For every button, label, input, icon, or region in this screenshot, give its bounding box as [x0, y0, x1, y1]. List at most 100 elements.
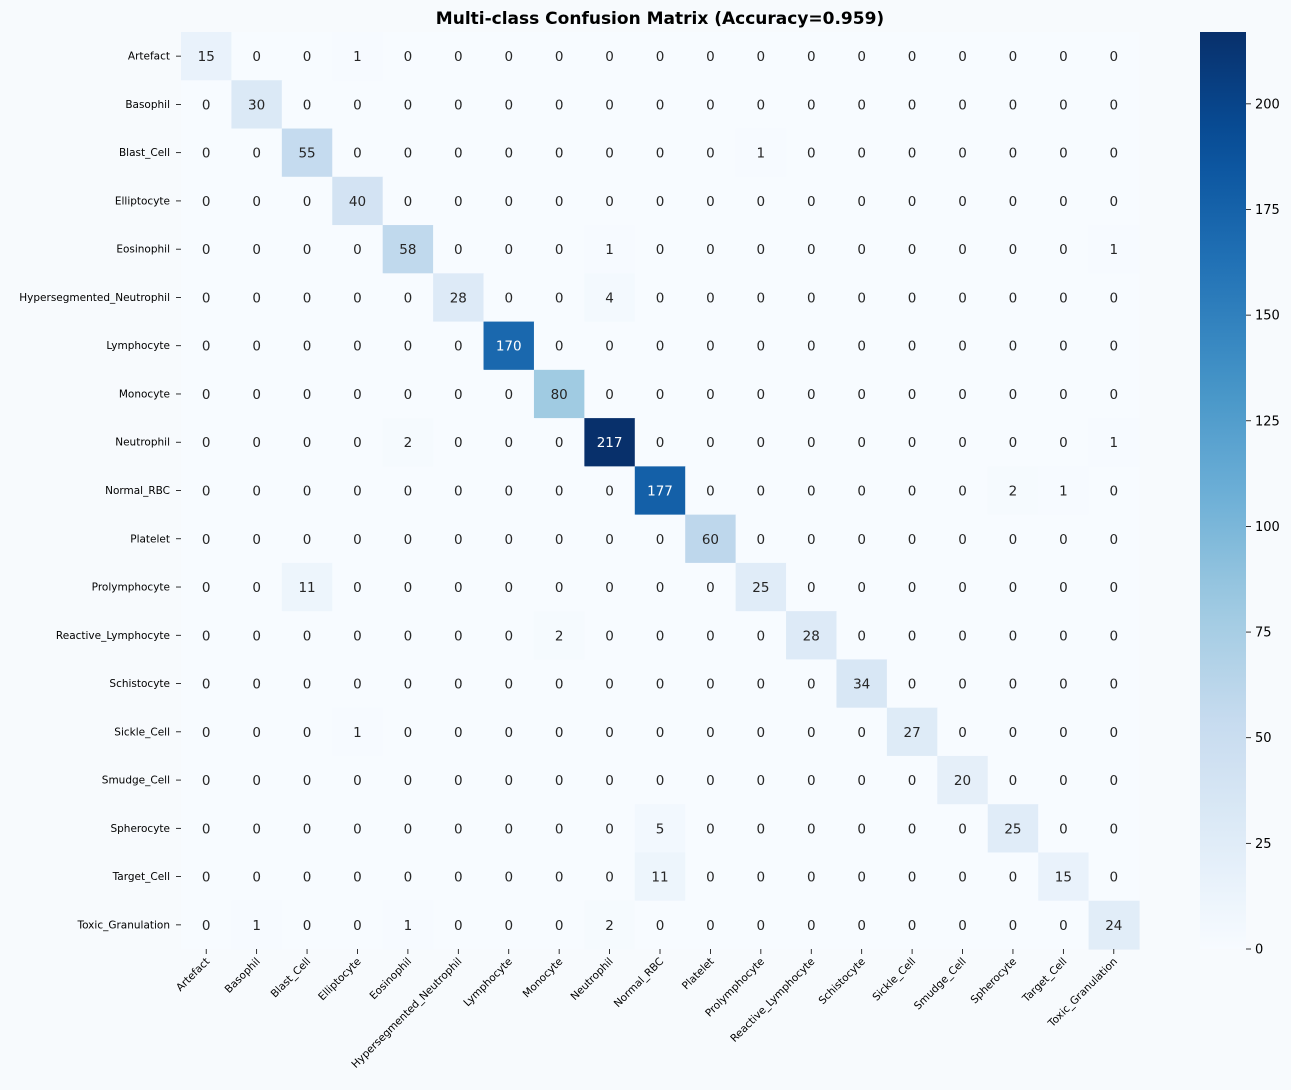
heatmap-cell	[735, 562, 787, 612]
heatmap-cell	[685, 514, 737, 564]
cell-value-label: 0	[1109, 628, 1118, 644]
heatmap-cell	[735, 466, 787, 516]
heatmap-cell	[181, 176, 233, 226]
heatmap-cell	[987, 562, 1039, 612]
heatmap-cell	[886, 128, 938, 178]
heatmap-cell	[584, 900, 636, 950]
cell-value-label: 2	[555, 628, 564, 644]
heatmap-cell	[987, 32, 1039, 81]
cell-value-label: 0	[202, 821, 211, 837]
cell-value-label: 0	[605, 532, 614, 548]
cell-value-label: 0	[404, 580, 413, 596]
cell-value-label: 0	[1109, 97, 1118, 113]
heatmap-cell	[786, 852, 838, 902]
heatmap-cell	[937, 852, 989, 902]
cell-value-label: 0	[555, 290, 564, 306]
cell-value-label: 0	[1109, 387, 1118, 403]
cell-value-label: 30	[248, 97, 265, 113]
cell-value-label: 0	[605, 49, 614, 65]
cell-value-label: 0	[1109, 725, 1118, 741]
heatmap-grid: 15 0 0 1 0 0 0 0 0 0 0 0 0 0 0 0 0 0 0 0 30 0 0 0 0 0 0 0 0 0 0 0 0 0 0 0 0 0…	[181, 32, 1140, 950]
heatmap-cell	[181, 659, 233, 709]
heatmap-cell	[786, 176, 838, 226]
cell-value-label: 0	[656, 194, 665, 210]
heatmap-cell	[735, 707, 787, 757]
heatmap-cell	[1038, 80, 1090, 130]
heatmap-cell	[836, 804, 888, 854]
heatmap-cell	[987, 225, 1039, 274]
cell-value-label: 0	[908, 290, 917, 306]
heatmap-cell	[1038, 273, 1090, 323]
cell-value-label: 0	[605, 677, 614, 693]
cell-value-label: 0	[706, 773, 715, 789]
cell-value-label: 0	[757, 918, 766, 934]
heatmap-cell	[584, 466, 636, 516]
heatmap-cell	[181, 900, 233, 950]
cell-value-label: 0	[353, 435, 362, 451]
y-axis: Artefact Basophil Blast_Cell Elliptocyte Eos…	[19, 51, 181, 931]
cell-value-label: 0	[404, 725, 413, 741]
cell-value-label: 0	[202, 725, 211, 741]
cell-value-label: 25	[1004, 821, 1021, 837]
cell-value-label: 0	[1109, 484, 1118, 500]
cell-value-label: 0	[202, 194, 211, 210]
cell-value-label: 0	[1109, 773, 1118, 789]
heatmap-cell	[836, 514, 888, 564]
cell-value-label: 0	[807, 918, 816, 934]
heatmap-cell	[382, 225, 434, 274]
heatmap-cell	[735, 514, 787, 564]
cell-value-label: 0	[908, 194, 917, 210]
heatmap-cell	[786, 225, 838, 274]
cell-value-label: 0	[202, 242, 211, 258]
heatmap-cell	[1038, 321, 1090, 371]
heatmap-cell	[937, 176, 989, 226]
heatmap-cell	[735, 176, 787, 226]
cell-value-label: 0	[1009, 242, 1018, 258]
heatmap-cell	[937, 707, 989, 757]
heatmap-cell	[786, 611, 838, 661]
colorbar-tick-label: 150	[1255, 309, 1280, 324]
cell-value-label: 0	[807, 725, 816, 741]
cell-value-label: 177	[647, 484, 673, 500]
heatmap-cell	[685, 225, 737, 274]
heatmap-cell	[1088, 804, 1140, 854]
heatmap-cell	[886, 562, 938, 612]
cell-value-label: 80	[551, 387, 568, 403]
cell-value-label: 0	[958, 97, 967, 113]
cell-value-label: 0	[605, 146, 614, 162]
cell-value-label: 0	[1109, 532, 1118, 548]
cell-value-label: 0	[504, 677, 513, 693]
heatmap-cell	[1088, 418, 1140, 467]
heatmap-cell	[231, 755, 283, 805]
heatmap-cell	[836, 32, 888, 81]
cell-value-label: 15	[198, 49, 215, 65]
cell-value-label: 0	[605, 339, 614, 355]
cell-value-label: 0	[404, 677, 413, 693]
heatmap-cell	[584, 804, 636, 854]
heatmap-cell	[281, 755, 333, 805]
cell-value-label: 0	[757, 290, 766, 306]
cell-value-label: 0	[202, 146, 211, 162]
heatmap-cell	[181, 225, 233, 274]
heatmap-cell	[433, 562, 485, 612]
heatmap-cell	[886, 611, 938, 661]
cell-value-label: 1	[404, 918, 413, 934]
cell-value-label: 0	[252, 146, 261, 162]
heatmap-cell	[483, 273, 535, 323]
y-tick-label: Basophil	[125, 99, 170, 111]
heatmap-cell	[584, 128, 636, 178]
cell-value-label: 0	[202, 532, 211, 548]
cell-value-label: 0	[958, 725, 967, 741]
heatmap-cell	[836, 128, 888, 178]
cell-value-label: 0	[706, 725, 715, 741]
cell-value-label: 0	[252, 242, 261, 258]
cell-value-label: 0	[757, 435, 766, 451]
heatmap-cell	[735, 659, 787, 709]
y-tick-label: Lymphocyte	[106, 340, 170, 352]
cell-value-label: 0	[353, 773, 362, 789]
heatmap-cell	[937, 755, 989, 805]
cell-value-label: 0	[555, 484, 564, 500]
heatmap-cell	[1038, 128, 1090, 178]
cell-value-label: 0	[404, 387, 413, 403]
heatmap-cell	[332, 80, 384, 130]
